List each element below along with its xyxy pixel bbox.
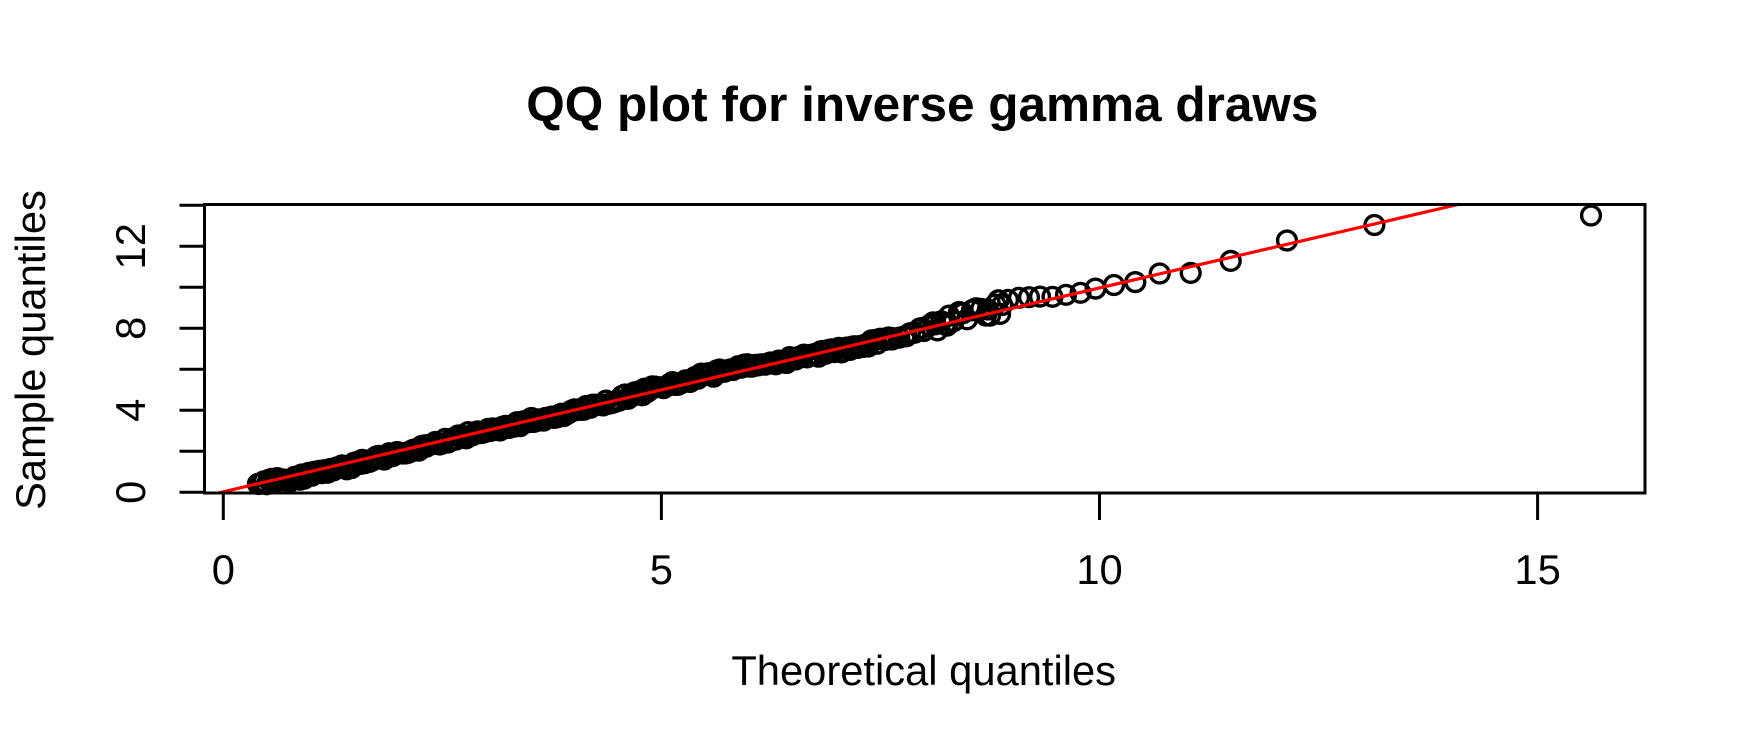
svg-text:Theoretical quantiles: Theoretical quantiles xyxy=(731,647,1116,694)
svg-text:0: 0 xyxy=(107,481,154,504)
svg-text:4: 4 xyxy=(107,399,154,422)
svg-text:12: 12 xyxy=(107,223,154,269)
svg-text:10: 10 xyxy=(1076,546,1122,593)
svg-text:0: 0 xyxy=(212,546,235,593)
svg-text:15: 15 xyxy=(1514,546,1560,593)
svg-text:Sample quantiles: Sample quantiles xyxy=(7,190,54,510)
svg-text:QQ plot for inverse gamma draw: QQ plot for inverse gamma draws xyxy=(526,77,1318,132)
svg-text:8: 8 xyxy=(107,317,154,340)
svg-text:5: 5 xyxy=(650,546,673,593)
